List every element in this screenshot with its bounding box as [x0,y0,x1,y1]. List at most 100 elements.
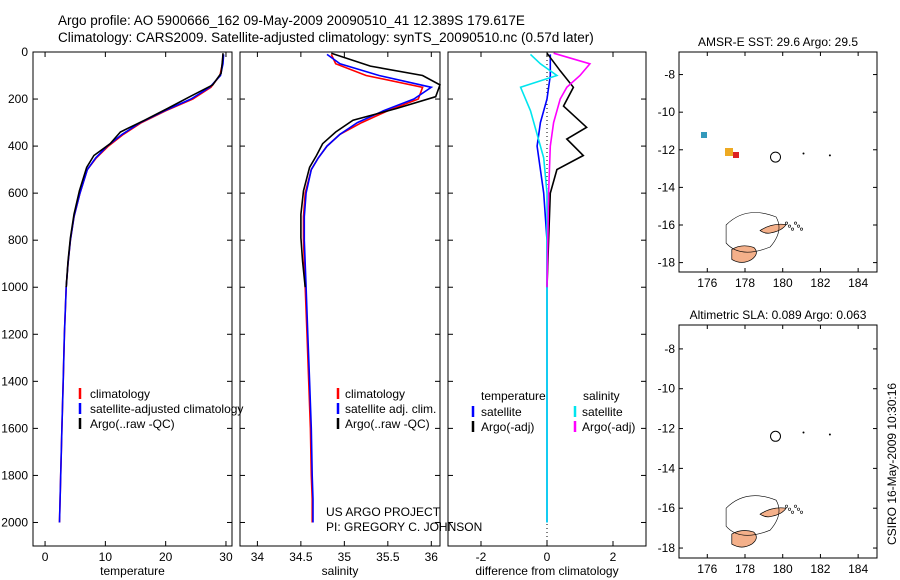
temperature-profile-xtick-label: 0 [42,550,49,564]
diff-legend-label: satellite [481,405,522,419]
sla-map-panel: Altimetric SLA: 0.089 Argo: 0.063 176 178 1… [658,308,878,576]
sst-map-xtick-label: 180 [773,276,793,290]
sla-map-ytick-label: -10 [658,382,676,396]
depth-tick-label: 2000 [1,515,28,529]
sla-map-title: Altimetric SLA: 0.089 Argo: 0.063 [690,308,867,322]
sst-map-ytick-label: -14 [658,180,676,194]
sla-map-land-vanualevu [759,507,787,518]
temperature-profile-xtick-label: 20 [159,550,173,564]
sst-map-ytick-label: -8 [664,68,675,82]
sla-map-islet [787,507,791,511]
depth-tick-label: 1800 [1,468,28,482]
temp-legend-label: satellite-adjusted climatology [90,402,243,416]
sla-map-xtick-label: 176 [697,562,717,576]
sst-hotspot [733,152,739,158]
depth-tick-label: 800 [8,233,28,247]
sst-map-xtick-label: 176 [697,276,717,290]
sst-map-ytick-label: -18 [658,256,676,270]
diff-legend-group-temperature: temperature [481,389,546,403]
sst-map-title: AMSR-E SST: 29.6 Argo: 29.5 [698,35,858,49]
difference-profile-line-temp-argo [546,52,588,288]
diff-legend-label: Argo(-adj) [582,420,635,434]
depth-tick-label: 1600 [1,421,28,435]
sst-map-islet [799,227,803,231]
depth-tick-label: 1000 [1,280,28,294]
depth-tick-label: 0 [21,45,28,59]
sla-map-background [679,325,877,558]
sst-map-reef-outline [725,212,780,253]
sla-map-ytick-label: -18 [658,541,676,555]
sst-map-islet [790,227,794,231]
sst-map-ytick-label: -10 [658,105,676,119]
salinity-profile-xtick-label: 34.5 [289,550,313,564]
sla-map-ytick-label: -14 [658,461,676,475]
difference-profile-xlabel: difference from climatology [475,564,618,578]
pi-credit: PI: GREGORY C. JOHNSON [326,520,482,534]
salinity-profile-line-satellite [303,53,434,523]
sla-map-xtick-label: 184 [848,562,868,576]
sst-missing [763,62,775,67]
sal-legend-label: satellite adj. clim. [345,402,436,416]
diff-legend-label: Argo(-adj) [481,420,534,434]
sla-map-reef-outline [725,495,780,536]
sla-map-ytick-label: -8 [664,342,675,356]
sla-map-islet [790,510,794,514]
temperature-profile-xtick-label: 10 [99,550,113,564]
salinity-profile-line-argo [300,52,441,288]
difference-profile-xtick-label: 2 [610,550,617,564]
difference-profile-line-sal-satellite [519,53,559,523]
csiro-timestamp: CSIRO 16-May-2009 10:30:16 [885,383,899,545]
difference-profile-xtick-label: 0 [544,550,551,564]
sst-map-islet-east [828,154,831,157]
temp-legend-label: Argo(..raw -QC) [90,417,175,431]
sst-map-argo-marker [770,151,781,163]
sst-map-islet [787,224,791,228]
salinity-profile-xtick-label: 35.5 [376,550,400,564]
sst-map-xtick-label: 178 [735,276,755,290]
temperature-profile-xtick-label: 30 [219,550,233,564]
sla-map-xtick-label: 178 [735,562,755,576]
depth-tick-label: 1200 [1,327,28,341]
depth-tick-label: 200 [8,92,28,106]
temperature-profile-panel: 0 10 20 30 temperature 0 200 400 600 800 1000 1200 1… [1,45,233,578]
sst-map-land-vitilevu [731,245,757,263]
temperature-profile-line-argo [65,53,224,288]
climatology-title: Climatology: CARS2009. Satellite-adjuste… [58,30,594,45]
diff-legend-label: satellite [582,405,623,419]
salinity-profile-xtick-label: 36 [425,550,439,564]
sla-map-islet-rotuma [802,431,805,434]
sst-warmspot [725,148,733,156]
sla-map-islet [796,507,800,511]
sla-map-ytick-label: -12 [658,422,676,436]
sal-legend-label: climatology [345,387,405,401]
sst-missing [767,214,787,220]
salinity-profile-xtick-label: 35 [338,550,352,564]
sst-map-frame [678,51,878,273]
sla-map-argo-marker [770,430,781,442]
salinity-profile-xlabel: salinity [322,564,359,578]
salinity-profile-panel: 34 34.5 35 35.5 36 salinity [239,51,441,578]
temp-legend-label: climatology [90,387,150,401]
diff-legend-group-salinity: salinity [583,389,620,403]
sst-map-islet [784,221,788,225]
salinity-profile-xtick-label: 34 [251,550,265,564]
profile-title: Argo profile: AO 5900666_162 09-May-2009… [58,13,525,28]
sla-map-islet [793,504,797,508]
sst-map-islet [796,224,800,228]
sst-map-ytick-label: -16 [658,218,676,232]
depth-tick-label: 400 [8,139,28,153]
sla-map-frame [678,324,878,559]
sla-map-land-vitilevu [731,530,757,548]
sst-missing [731,170,747,174]
sst-missing [751,52,757,58]
difference-profile-xtick-label: -2 [476,550,487,564]
sst-map-ytick-label: -12 [658,143,676,157]
sst-missing [779,72,789,76]
sst-map-land-vanualevu [759,223,787,234]
depth-tick-label: 600 [8,186,28,200]
sla-map-islet [784,504,788,508]
difference-profile-line-sal-argo [546,52,592,288]
sla-map-ytick-label: -16 [658,501,676,515]
